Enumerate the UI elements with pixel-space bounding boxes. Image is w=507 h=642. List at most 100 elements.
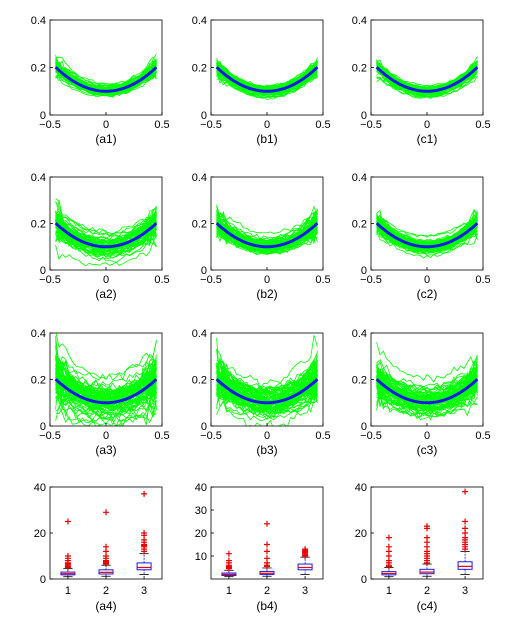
outlier-marker xyxy=(264,541,270,548)
y-tick-label: 0.4 xyxy=(31,328,46,340)
sample-curve xyxy=(376,342,478,383)
box-2 xyxy=(419,523,435,577)
sample-curve xyxy=(55,381,157,411)
y-tick-label: 30 xyxy=(195,505,207,517)
sample-curve xyxy=(376,68,478,98)
y-tick-label: 0 xyxy=(361,421,367,433)
outlier-marker xyxy=(64,553,71,559)
x-tick-label: 1 xyxy=(386,585,392,597)
sample-curve xyxy=(216,220,318,247)
panel-caption: (b3) xyxy=(256,443,277,457)
y-tick-label: 0.4 xyxy=(31,172,46,184)
sample-curve xyxy=(55,202,157,235)
sample-curve xyxy=(376,221,478,256)
box-iqr xyxy=(136,562,152,571)
sample-curve xyxy=(55,376,157,418)
y-tick-label: 0.4 xyxy=(31,15,46,27)
outlier-marker xyxy=(225,550,232,557)
sample-curve xyxy=(55,379,157,408)
x-tick-label: 0 xyxy=(103,274,109,286)
x-tick-label: 0.5 xyxy=(154,274,169,286)
panel-caption: (c2) xyxy=(417,287,438,301)
box-3 xyxy=(297,546,313,575)
x-tick-label: 0 xyxy=(424,119,430,131)
y-tick-label: 0.2 xyxy=(31,219,46,231)
outlier-marker xyxy=(264,555,270,562)
y-tick-label: 0.2 xyxy=(352,375,367,387)
outlier-marker xyxy=(141,530,148,536)
y-tick-label: 0.2 xyxy=(31,375,46,387)
x-tick-label: 0 xyxy=(264,119,270,131)
sample-curve xyxy=(216,399,318,422)
panel-a3: −0.5 0 0.500.20.4(a3) xyxy=(31,328,170,457)
panel-caption: (c1) xyxy=(417,132,438,146)
x-tick-label: 3 xyxy=(302,585,308,597)
sample-curve xyxy=(55,230,157,263)
sample-curve xyxy=(376,358,478,397)
sample-curve xyxy=(376,387,478,418)
sample-curve xyxy=(216,371,318,399)
panel-caption: (a3) xyxy=(95,443,116,457)
outlier-marker xyxy=(302,546,309,553)
sample-curve xyxy=(55,335,157,381)
y-tick-label: 0.2 xyxy=(192,63,207,75)
y-tick-label: 40 xyxy=(355,482,367,494)
sample-curve xyxy=(216,368,318,394)
outlier-marker xyxy=(462,488,469,495)
x-tick-label: 0 xyxy=(264,274,270,286)
box-2 xyxy=(98,509,114,577)
y-tick-label: 0 xyxy=(361,265,367,277)
panel-caption: (c4) xyxy=(417,599,438,613)
x-tick-label: −0.5 xyxy=(360,274,382,286)
outlier-marker xyxy=(424,534,430,541)
y-tick-label: 0.2 xyxy=(352,63,367,75)
y-tick-label: 0 xyxy=(201,110,207,122)
x-tick-label: 3 xyxy=(141,585,147,597)
mean-curve xyxy=(54,378,158,405)
sample-curve xyxy=(216,216,318,245)
x-tick-label: 2 xyxy=(103,585,109,597)
x-tick-label: 0 xyxy=(103,119,109,131)
mean-curve xyxy=(215,378,319,405)
sample-curve xyxy=(216,335,318,390)
y-tick-label: 0.4 xyxy=(192,15,207,27)
panel-caption: (a1) xyxy=(95,132,116,146)
sample-curve xyxy=(216,350,318,399)
mean-curve xyxy=(375,222,479,249)
panel-b4: 1 2 3 10 20 30 40 (b4) xyxy=(195,482,324,613)
sample-curve xyxy=(216,378,318,411)
sample-curve xyxy=(376,380,478,412)
x-tick-label: 0 xyxy=(424,430,430,442)
sample-curve xyxy=(216,375,318,410)
y-tick-label: 40 xyxy=(34,482,46,494)
sample-curve xyxy=(55,214,157,255)
sample-curve xyxy=(376,392,478,420)
x-tick-label: 0 xyxy=(103,430,109,442)
y-tick-label: 0 xyxy=(40,421,46,433)
sample-curve xyxy=(376,214,478,238)
outlier-marker xyxy=(264,548,270,555)
x-tick-label: 0.5 xyxy=(315,430,330,442)
x-tick-label: 2 xyxy=(424,585,430,597)
sample-curve xyxy=(376,62,478,89)
box-3 xyxy=(136,490,152,575)
x-tick-label: 0.5 xyxy=(475,274,490,286)
sample-curve xyxy=(55,220,157,256)
outlier-marker xyxy=(225,557,232,564)
sample-curves xyxy=(376,342,478,421)
y-tick-label: 0.4 xyxy=(192,328,207,340)
x-tick-label: −0.5 xyxy=(39,430,61,442)
x-tick-label: −0.5 xyxy=(360,430,382,442)
box-1 xyxy=(60,518,76,578)
panel-caption: (a2) xyxy=(95,287,116,301)
outlier-marker xyxy=(64,518,71,525)
mean-curve xyxy=(375,378,479,405)
x-tick-label: 1 xyxy=(226,585,232,597)
x-tick-label: 0.5 xyxy=(475,430,490,442)
outlier-marker xyxy=(462,525,469,532)
panel-caption: (a4) xyxy=(95,599,116,613)
sample-curve xyxy=(55,241,157,267)
sample-curve xyxy=(216,59,318,89)
sample-curve xyxy=(216,204,318,241)
